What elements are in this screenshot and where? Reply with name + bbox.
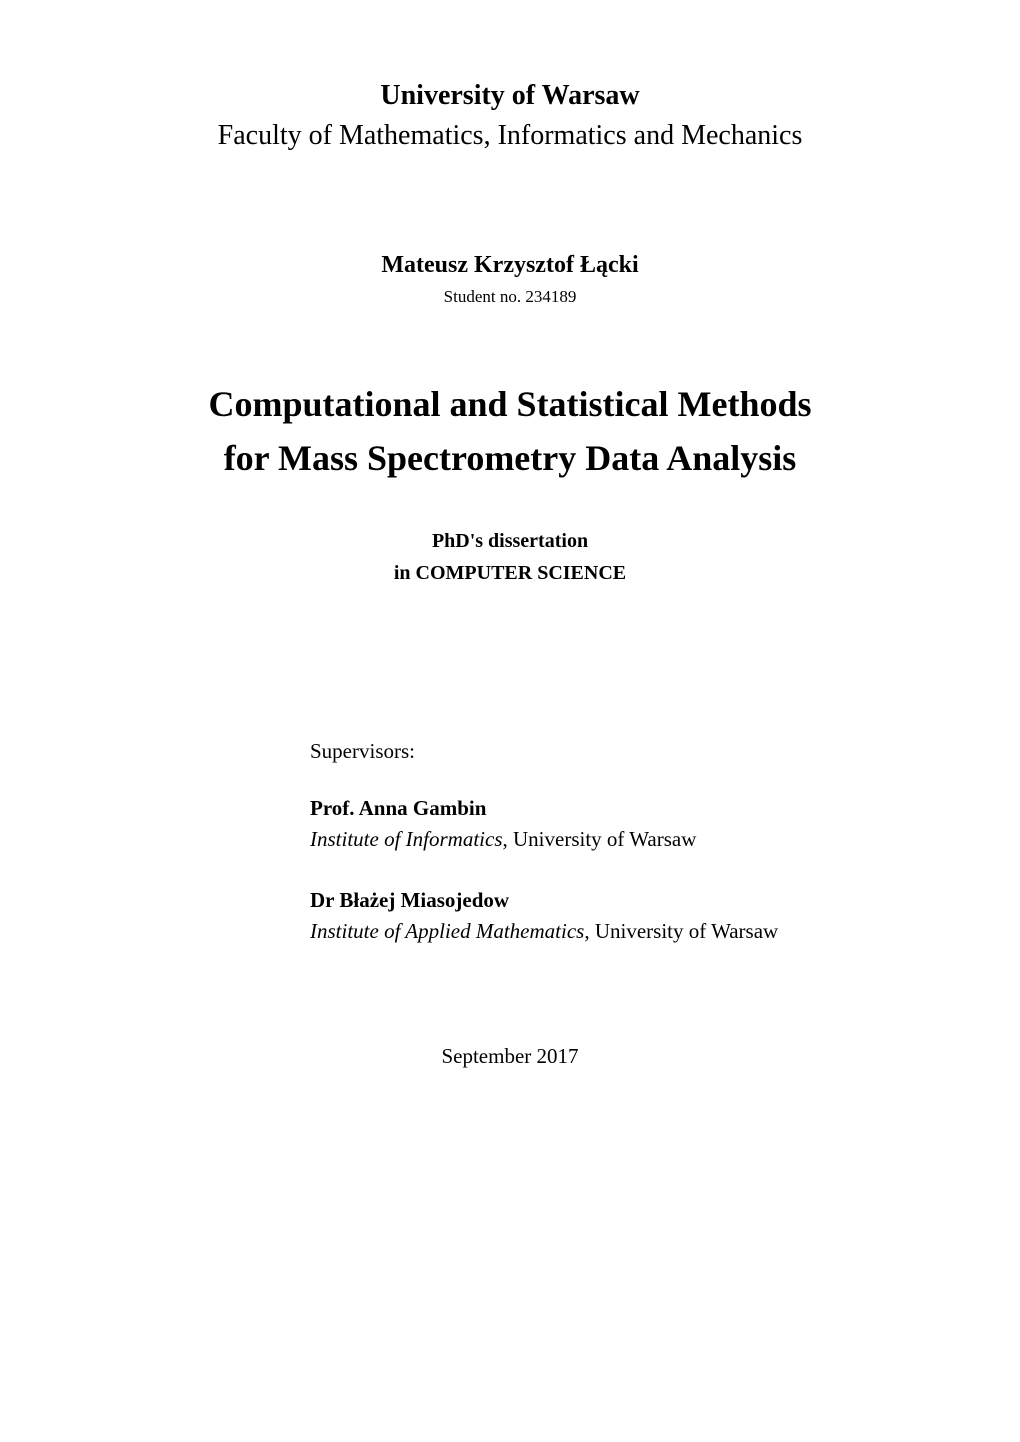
date: September 2017 [100,1044,920,1069]
supervisor-1-name: Prof. Anna Gambin [310,796,920,821]
supervisor-2-affiliation: Institute of Applied Mathematics, Univer… [310,919,920,944]
supervisor-2-name: Dr Błażej Miasojedow [310,888,920,913]
author-name: Mateusz Krzysztof Łącki [100,252,920,279]
title-line-1: Computational and Statistical Methods [208,384,811,424]
student-number: Student no. 234189 [100,287,920,307]
supervisor-1-institute: Institute of Informatics [310,827,503,851]
dissertation-subtitle: PhD's dissertation in COMPUTER SCIENCE [100,525,920,589]
supervisor-2-univ: , University of Warsaw [584,919,778,943]
supervisors-block: Supervisors: Prof. Anna Gambin Institute… [310,739,920,944]
supervisor-1-univ: , University of Warsaw [503,827,697,851]
supervisors-label: Supervisors: [310,739,920,764]
subtitle-line-1: PhD's dissertation [432,530,588,552]
faculty-name: Faculty of Mathematics, Informatics and … [100,120,920,152]
supervisor-1-affiliation: Institute of Informatics, University of … [310,827,920,852]
supervisor-2-institute: Institute of Applied Mathematics [310,919,584,943]
title-page: University of Warsaw Faculty of Mathemat… [0,0,1020,1442]
dissertation-title: Computational and Statistical Methods fo… [100,377,920,485]
university-name: University of Warsaw [100,80,920,112]
subtitle-line-2: in COMPUTER SCIENCE [394,562,626,584]
title-line-2: for Mass Spectrometry Data Analysis [224,438,797,478]
